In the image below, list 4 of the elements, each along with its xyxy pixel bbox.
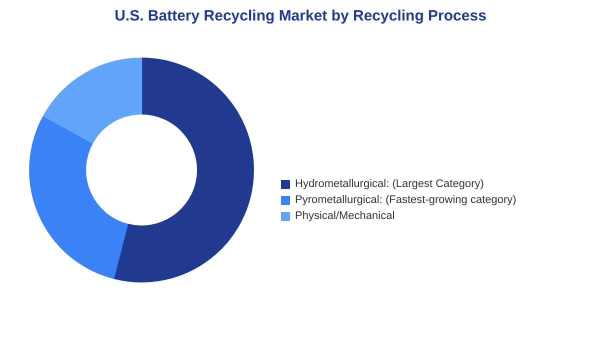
- legend-label: Physical/Mechanical: [295, 210, 395, 222]
- legend-label: Hydrometallurgical: (Largest Category): [295, 178, 484, 190]
- chart-title: U.S. Battery Recycling Market by Recycling Process: [114, 8, 486, 24]
- legend-label: Pyrometallurgical: (Fastest-growing category): [295, 194, 516, 206]
